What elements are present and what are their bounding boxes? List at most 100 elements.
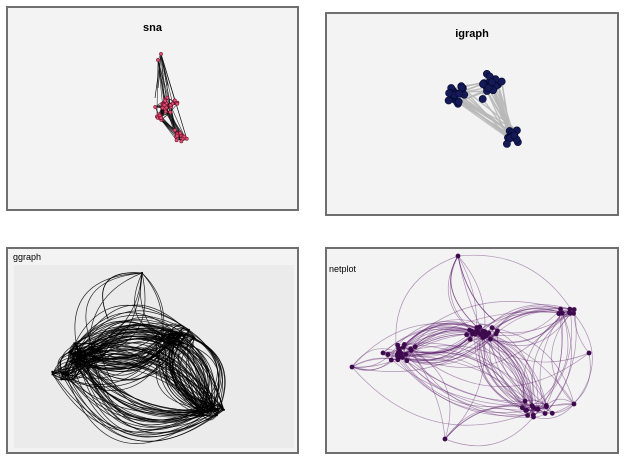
network-edge: [444, 408, 528, 440]
network-node: [213, 410, 217, 413]
network-edge: [66, 349, 80, 376]
network-edge: [478, 334, 526, 411]
network-node: [153, 105, 158, 109]
network-node: [177, 331, 180, 334]
network-node: [168, 110, 173, 115]
network-edge: [351, 323, 484, 368]
network-node: [467, 327, 472, 333]
network-edge: [63, 356, 211, 412]
network-edge: [477, 306, 575, 332]
network-node: [95, 349, 98, 352]
network-edge: [479, 334, 534, 408]
network-node: [192, 336, 195, 339]
network-edge: [402, 332, 490, 364]
network-edge: [76, 354, 213, 411]
network-edge: [489, 339, 526, 402]
network-node: [162, 103, 167, 108]
network-edge: [546, 398, 575, 406]
network-edge: [479, 334, 527, 411]
network-node: [380, 350, 386, 356]
network-node: [78, 357, 81, 360]
network-node: [179, 139, 184, 144]
network-edge: [444, 405, 539, 440]
network-edge: [491, 308, 563, 328]
network-edge: [397, 342, 534, 418]
network-edge: [395, 255, 459, 360]
network-node: [510, 131, 519, 140]
network-node: [556, 311, 562, 317]
network-edge: [160, 53, 176, 131]
network-node: [482, 333, 487, 339]
network-node: [404, 358, 410, 364]
network-edge: [551, 313, 575, 405]
network-edge: [351, 333, 497, 372]
network-edge: [160, 53, 187, 139]
igraph-network-graph: [444, 70, 522, 148]
network-edge: [461, 87, 510, 139]
network-edge: [457, 255, 478, 328]
network-node: [140, 271, 144, 275]
network-node: [69, 360, 73, 363]
network-node: [163, 109, 168, 114]
node-group: [349, 253, 592, 442]
network-edge: [79, 325, 179, 359]
network-edge: [76, 332, 162, 356]
sna-plot-title: sna: [143, 22, 162, 34]
network-edge: [533, 403, 575, 416]
network-edge: [411, 345, 553, 414]
network-edge: [94, 342, 165, 369]
network-node: [568, 310, 573, 316]
network-edge: [351, 344, 398, 368]
network-node: [172, 128, 177, 133]
network-edge: [164, 334, 184, 338]
network-edge: [450, 255, 478, 328]
network-node: [529, 403, 535, 408]
network-node: [175, 101, 180, 106]
netplot-plot-panel: netplot: [325, 247, 619, 454]
network-edge: [398, 347, 526, 402]
network-edge: [382, 328, 473, 354]
network-edge: [102, 272, 143, 320]
network-edge: [544, 309, 577, 414]
network-edge: [533, 403, 575, 419]
network-node: [179, 333, 182, 336]
network-edge: [62, 375, 225, 442]
network-edge: [484, 308, 561, 336]
network-node: [159, 116, 164, 120]
network-node: [170, 332, 173, 336]
network-edge: [141, 272, 165, 341]
network-node: [523, 408, 529, 413]
network-node: [196, 407, 199, 410]
network-edge: [79, 358, 209, 430]
network-edge: [527, 309, 573, 416]
network-edge: [88, 272, 143, 355]
network-edge: [170, 106, 185, 137]
network-node: [207, 408, 210, 411]
network-edge: [77, 334, 179, 372]
netplot-plot-title: netplot: [329, 264, 357, 274]
network-edge: [444, 416, 534, 447]
network-node: [474, 325, 480, 330]
network-edge: [160, 53, 167, 104]
network-edge: [177, 332, 203, 410]
network-node: [455, 253, 461, 259]
network-edge: [539, 312, 563, 414]
network-edge: [453, 98, 509, 139]
network-node: [91, 346, 94, 349]
edge-group: [154, 53, 187, 142]
network-node: [221, 406, 224, 409]
network-edge: [65, 373, 223, 429]
network-node: [156, 58, 160, 62]
network-edge: [400, 356, 526, 407]
network-node: [163, 341, 166, 344]
network-node: [222, 408, 225, 411]
network-edge: [457, 255, 496, 322]
network-edge: [573, 313, 593, 405]
network-edge: [406, 360, 528, 416]
network-node: [473, 328, 479, 334]
network-node: [571, 401, 577, 407]
network-node: [171, 340, 174, 343]
network-node: [75, 346, 78, 349]
network-node: [549, 410, 555, 416]
network-node: [567, 306, 573, 312]
